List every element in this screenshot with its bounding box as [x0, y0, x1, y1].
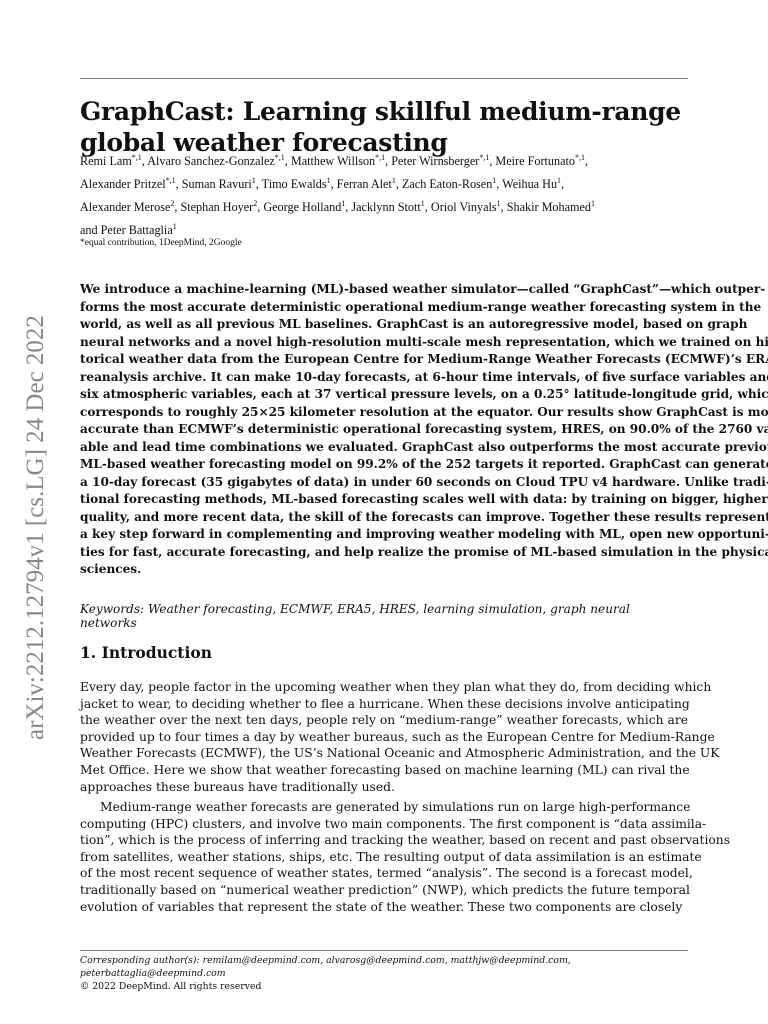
author-affiliation-mark: 1: [326, 176, 331, 186]
text-line: computing (HPC) clusters, and involve tw…: [80, 816, 707, 831]
text-line: global weather forecasting: [80, 128, 448, 157]
text-line: ML-based weather forecasting model on 99…: [80, 457, 768, 471]
text-line: from satellites, weather stations, ships…: [80, 849, 702, 864]
author-affiliation-mark: 1: [251, 176, 256, 186]
author-name: Alvaro Sanchez-Gonzalez: [147, 154, 275, 169]
text-line: approaches these bureaus have traditiona…: [80, 779, 395, 794]
text-line: forms the most accurate deterministic op…: [80, 299, 762, 314]
author-name: Matthew Willson: [290, 154, 376, 169]
author-affiliation-mark: *,1: [165, 176, 176, 186]
author-affiliation-mark: *,1: [131, 153, 142, 162]
text-line: GraphCast: Learning skillful medium-rang…: [80, 97, 681, 126]
author-affiliation-mark: 1: [496, 199, 501, 209]
author-name: Alexander Merose: [80, 200, 171, 215]
text-line: of the most recent sequence of weather s…: [80, 866, 693, 881]
author-affiliation-mark: 2: [170, 199, 175, 209]
text-line: quality, and more recent data, the skill…: [80, 509, 768, 524]
paper-title: GraphCast: Learning skillful medium-rang…: [80, 96, 688, 158]
footer: Corresponding author(s): remilam@deepmin…: [80, 954, 688, 993]
author-name: Stephan Hoyer: [180, 200, 254, 215]
author-line: Alexander Pritzel*,1, Suman Ravuri1, Tim…: [80, 176, 565, 192]
text-line: Every day, people factor in the upcoming…: [80, 680, 712, 694]
author-name: Peter Wirnsberger: [391, 154, 480, 169]
author-affiliation-mark: 1: [420, 199, 425, 209]
text-line: torical weather data from the European C…: [80, 352, 768, 366]
author-name: Suman Ravuri: [181, 177, 252, 192]
text-line: a key step forward in complementing and …: [80, 527, 768, 541]
text-line: provided up to four times a day by weath…: [80, 729, 715, 744]
paragraph: Medium-range weather forecasts are gener…: [80, 799, 731, 915]
corresponding-authors: Corresponding author(s): remilam@deepmin…: [80, 955, 571, 979]
arxiv-stamp: arXiv:2212.12794v1 [cs.LG] 24 Dec 2022: [22, 315, 49, 740]
author-affiliation-mark: *,1: [574, 153, 585, 162]
author-affiliation-mark: 1: [492, 176, 497, 186]
author-name: Remi Lam: [80, 154, 132, 169]
text-line: neural networks and a novel high-resolut…: [80, 334, 768, 349]
author-name: Timo Ewalds: [261, 177, 327, 192]
copyright: © 2022 DeepMind. All rights reserved: [80, 981, 262, 992]
author-line: Alexander Merose2, Stephan Hoyer2, Georg…: [80, 199, 596, 215]
author-affiliation-mark: *,1: [479, 153, 490, 162]
author-name: George Holland: [263, 200, 342, 215]
text-line: the weather over the next ten days, peop…: [80, 713, 688, 728]
text-line: corresponds to roughly 25×25 kilometer r…: [80, 404, 768, 419]
keywords: Keywords: Weather forecasting, ECMWF, ER…: [80, 602, 630, 630]
text-line: Weather Forecasts (ECMWF), the US’s Nati…: [80, 746, 720, 761]
author-affiliation-mark: 1: [172, 222, 177, 232]
author-name: Shakir Mohamed: [506, 200, 592, 215]
text-line: Medium-range weather forecasts are gener…: [100, 800, 691, 814]
text-line: a 10-day forecast (35 gigabytes of data)…: [80, 474, 768, 489]
author-affiliation-mark: *,1: [274, 153, 285, 162]
author-name: Oriol Vinyals: [430, 200, 497, 215]
text-line: reanalysis archive. It can make 10-day f…: [80, 369, 768, 384]
text-line: Met Office. Here we show that weather fo…: [80, 762, 690, 777]
author-name: Ferran Alet: [336, 177, 392, 192]
text-line: six atmospheric variables, each at 37 ve…: [80, 387, 768, 401]
author-name: Meire Fortunato: [495, 154, 575, 169]
author-affiliation-mark: 1: [591, 199, 596, 209]
text-line: We introduce a machine-learning (ML)-bas…: [80, 282, 766, 296]
text-line: world, as well as all previous ML baseli…: [80, 317, 748, 331]
author-affiliation-mark: 1: [557, 176, 562, 186]
text-line: evolution of variables that represent th…: [80, 899, 683, 914]
text-line: traditionally based on “numerical weathe…: [80, 882, 690, 897]
author-name: Weihua Hu: [502, 177, 558, 192]
author-affiliation-mark: 1: [341, 199, 346, 209]
footer-rule: [80, 950, 688, 951]
text-line: tion”, which is the process of inferring…: [80, 833, 731, 848]
text-line: accurate than ECMWF’s deterministic oper…: [80, 422, 768, 436]
author-name: Alexander Pritzel: [80, 177, 166, 192]
abstract: We introduce a machine-learning (ML)-bas…: [80, 281, 768, 579]
text-line: ties for fast, accurate forecasting, and…: [80, 544, 768, 559]
author-name: and Peter Battaglia: [80, 223, 173, 238]
text-line: tional forecasting methods, ML-based for…: [80, 492, 768, 506]
author-affiliation-mark: 1: [391, 176, 396, 186]
text-line: able and lead time combinations we evalu…: [80, 439, 768, 454]
author-line: and Peter Battaglia1: [80, 217, 688, 240]
section-heading: 1. Introduction: [80, 643, 212, 662]
author-line: Remi Lam*,1, Alvaro Sanchez-Gonzalez*,1,…: [80, 153, 589, 169]
author-list: Remi Lam*,1, Alvaro Sanchez-Gonzalez*,1,…: [80, 148, 688, 240]
text-line: jacket to wear, to deciding whether to f…: [80, 696, 690, 711]
author-name: Jacklynn Stott: [351, 200, 421, 215]
affiliations: *equal contribution, 1DeepMind, 2Google: [80, 238, 242, 248]
text-line: sciences.: [80, 562, 142, 576]
author-affiliation-mark: 2: [253, 199, 258, 209]
author-affiliation-mark: *,1: [375, 153, 386, 162]
author-name: Zach Eaton-Rosen: [401, 177, 493, 192]
header-rule: [80, 78, 688, 79]
paragraph: Every day, people factor in the upcoming…: [80, 679, 720, 795]
